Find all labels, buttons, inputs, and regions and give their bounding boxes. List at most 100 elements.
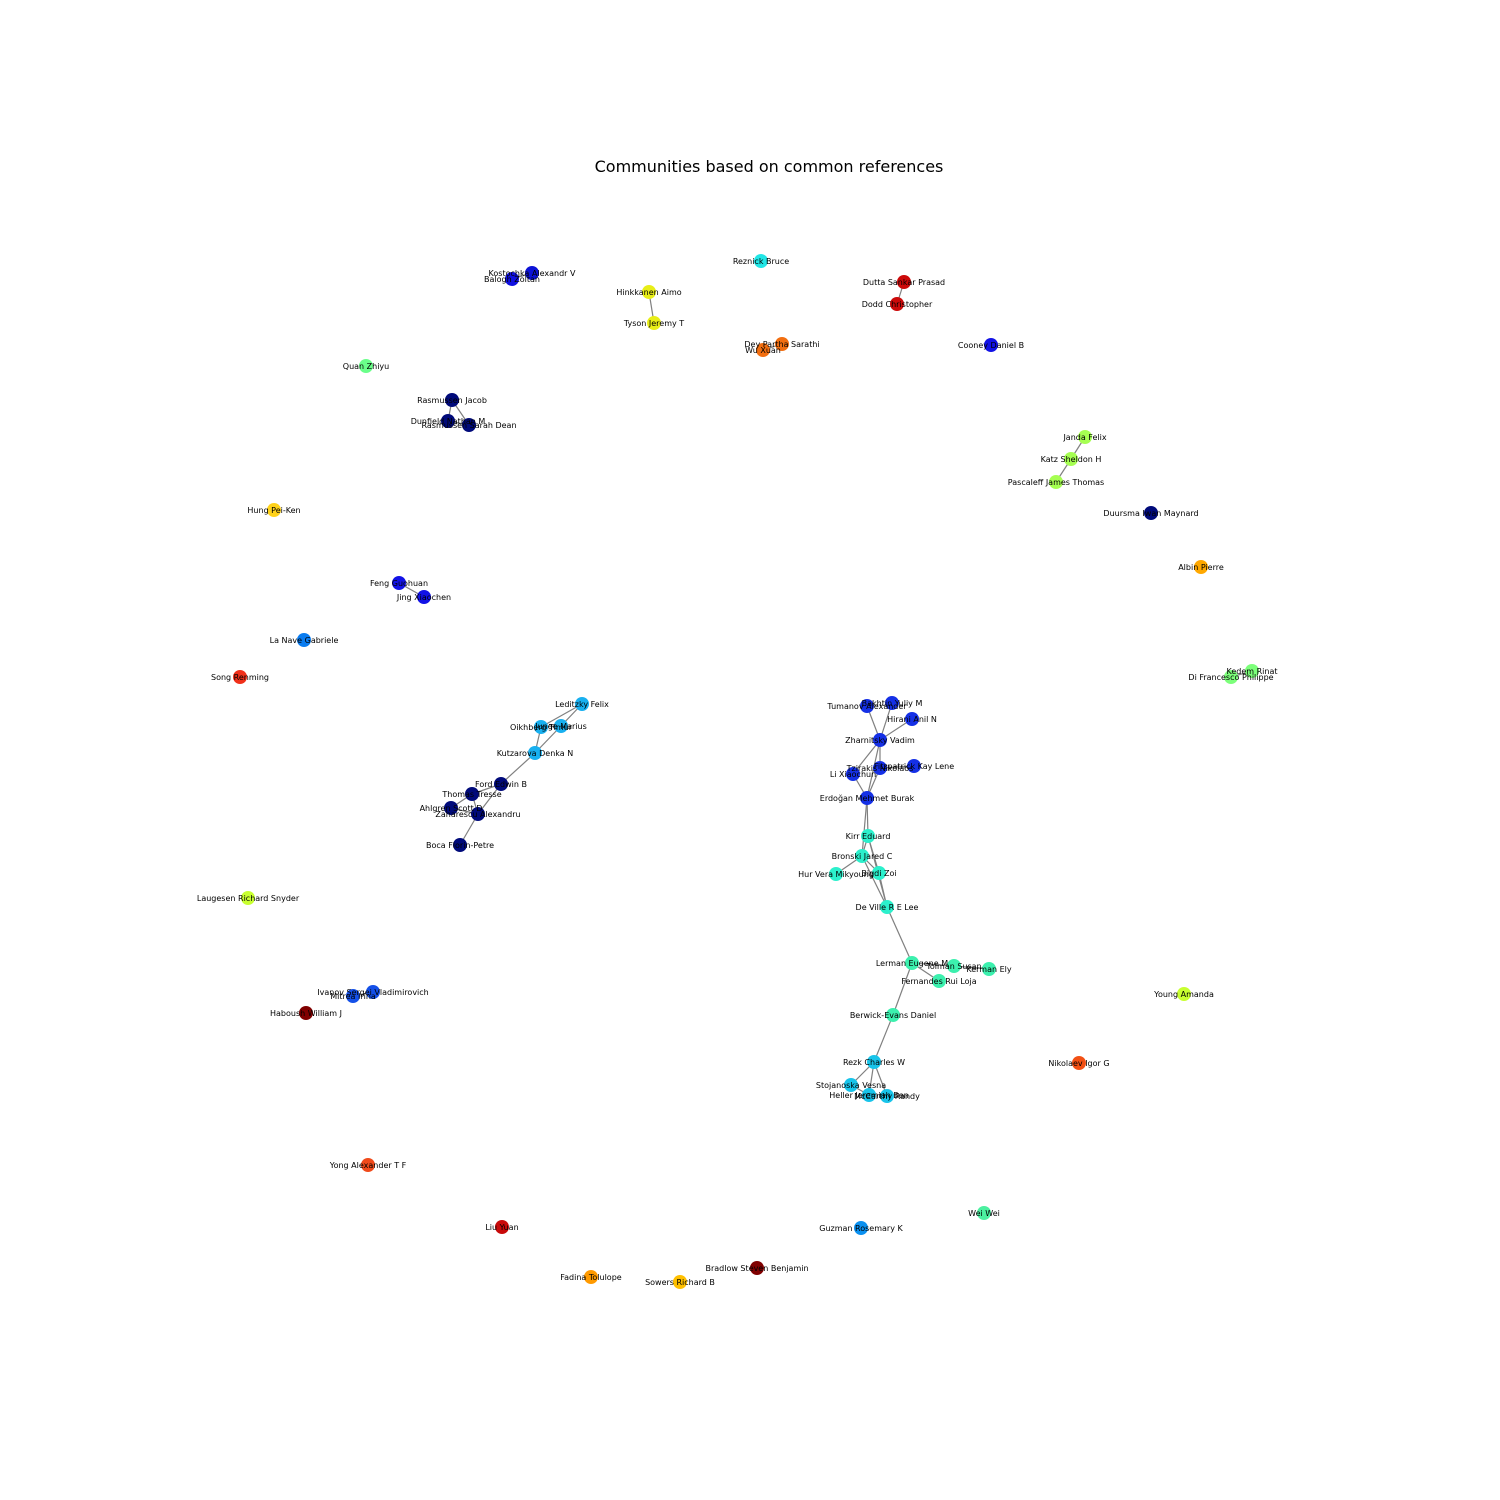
node-katz[interactable] [1064,452,1078,466]
node-rasmussen[interactable] [445,393,459,407]
node-dey[interactable] [775,337,789,351]
node-tzirakis[interactable] [873,761,887,775]
node-label-tyson: Tyson Jeremy T [623,319,684,328]
node-feng[interactable] [392,576,406,590]
node-bakhtin[interactable] [885,696,899,710]
node-tyson[interactable] [647,316,661,330]
node-label-rasmussen: Rasmussen Jacob [417,396,487,405]
node-label-balogh: Balogh Zoltan [484,275,540,284]
node-haboush[interactable] [299,1006,313,1020]
node-balogh[interactable] [505,272,519,286]
node-dunfield[interactable] [441,414,455,428]
node-stojanoska[interactable] [844,1078,858,1092]
node-boca[interactable] [453,838,467,852]
node-leditzky[interactable] [575,697,589,711]
node-kerman[interactable] [982,962,996,976]
node-song[interactable] [233,670,247,684]
node-lanave[interactable] [297,633,311,647]
node-hung[interactable] [267,503,281,517]
node-hur[interactable] [829,867,843,881]
node-label-difrancesco: Di Francesco Philippe [1188,673,1273,682]
node-lerman[interactable] [905,956,919,970]
node-rasmussen_sd[interactable] [462,418,476,432]
node-label-sowers: Sowers Richard B [645,1278,715,1287]
node-kedem[interactable] [1245,664,1259,678]
node-label-junge: Junge Marius [534,722,587,731]
node-nikolaev[interactable] [1072,1056,1086,1070]
node-label-duursma: Duursma Iwan Maynard [1103,509,1198,518]
node-tumanov[interactable] [860,699,874,713]
node-label-song: Song Renming [211,673,269,682]
node-zharnitsky[interactable] [873,733,887,747]
node-label-kerman: Kerman Ely [966,965,1012,974]
node-label-feng: Feng Guohuan [370,579,428,588]
node-zaharescu[interactable] [471,807,485,821]
edge-berwick-rezk [873,1014,894,1063]
node-mitrea[interactable] [346,989,360,1003]
node-berwick[interactable] [886,1008,900,1022]
node-fitzpatrick[interactable] [907,759,921,773]
node-heller[interactable] [862,1088,876,1102]
node-label-boca: Boca Florin-Petre [426,841,494,850]
node-sowers[interactable] [673,1275,687,1289]
node-dodd[interactable] [890,297,904,311]
node-label-hung: Hung Pei-Ken [247,506,300,515]
node-wuxuan[interactable] [756,343,770,357]
node-label-fitzpatrick: Fitzpatrick Kay Lene [874,762,954,771]
edge-zharnitsky-lixiaochun [852,739,881,775]
node-weiwei[interactable] [977,1206,991,1220]
node-janda[interactable] [1078,430,1092,444]
node-ford[interactable] [494,777,508,791]
node-erdogan[interactable] [860,791,874,805]
node-label-hur: Hur Vera Mikyoung [798,870,874,879]
node-mccarthy[interactable] [880,1089,894,1103]
node-fadina[interactable] [584,1270,598,1284]
edge-leditzky-oikhberg [540,703,583,728]
node-label-oikhberg: Oikhberg Timur [510,723,573,732]
node-label-liuyuan: Liu Yuan [485,1223,518,1232]
node-fernandes[interactable] [932,974,946,988]
node-guzman[interactable] [854,1221,868,1235]
node-albin[interactable] [1194,560,1208,574]
node-kostochka[interactable] [525,266,539,280]
node-lixiaochun[interactable] [846,767,860,781]
node-label-pascaleff: Pascaleff James Thomas [1008,478,1104,487]
edges-layer [352,272,1253,1097]
node-yong[interactable] [361,1158,375,1172]
node-young[interactable] [1177,987,1191,1001]
node-hirani[interactable] [905,712,919,726]
node-deville[interactable] [880,900,894,914]
node-dutta[interactable] [897,275,911,289]
node-rezk[interactable] [867,1055,881,1069]
node-laugesen[interactable] [241,891,255,905]
edge-lerman-berwick [892,962,913,1016]
edge-kutzarova-ford [500,752,536,785]
node-label-fadina: Fadina Tolulope [560,1273,621,1282]
node-ahlgren[interactable] [444,801,458,815]
node-cooney[interactable] [984,338,998,352]
node-label-berwick: Berwick-Evans Daniel [850,1011,936,1020]
node-jing[interactable] [417,590,431,604]
node-quan[interactable] [359,359,373,373]
edge-bronski-deville [861,855,888,908]
node-bradlow[interactable] [750,1261,764,1275]
node-label-bradlow: Bradlow Steven Benjamin [705,1264,808,1273]
node-thomas[interactable] [465,787,479,801]
node-label-ahlgren: Ahlgren Scott D [420,804,483,813]
node-kirr[interactable] [861,829,875,843]
node-label-bigdi: Bigdi Zoi [861,869,896,878]
node-bronski[interactable] [855,849,869,863]
node-kutzarova[interactable] [528,746,542,760]
node-difrancesco[interactable] [1224,670,1238,684]
node-bigdi[interactable] [872,866,886,880]
node-reznick[interactable] [754,254,768,268]
node-oikhberg[interactable] [534,720,548,734]
node-ivanov[interactable] [366,985,380,999]
node-tolman[interactable] [947,959,961,973]
node-hinkkanen[interactable] [642,285,656,299]
node-duursma[interactable] [1144,506,1158,520]
node-pascaleff[interactable] [1049,475,1063,489]
node-liuyuan[interactable] [495,1220,509,1234]
node-junge[interactable] [554,719,568,733]
